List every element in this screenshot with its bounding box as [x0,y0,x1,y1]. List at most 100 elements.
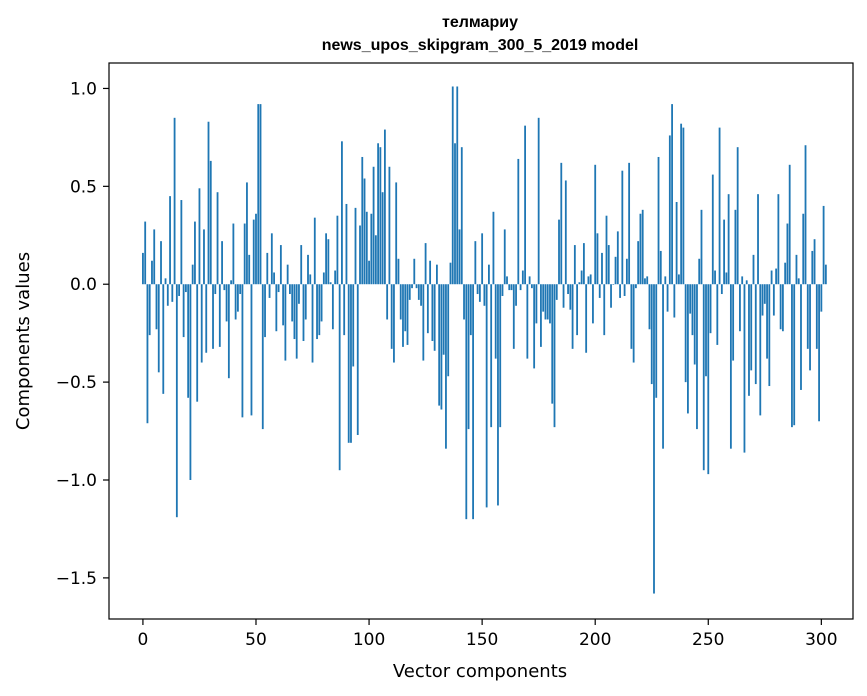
bar-216 [630,284,633,349]
bar-27 [203,229,205,285]
bar-110 [390,284,393,349]
bar-28 [205,284,208,353]
y-axis-label: Components values [13,252,34,430]
bar-247 [700,209,703,285]
bar-133 [442,284,445,355]
bar-202 [598,284,601,298]
bar-280 [775,268,778,285]
bar-195 [582,243,585,285]
bar-295 [809,284,811,371]
bar-292 [802,213,805,285]
bar-37 [225,284,228,322]
bar-170 [526,284,529,359]
bar-249 [705,284,707,377]
bar-137 [451,86,454,285]
bar-128 [431,284,434,341]
bar-98 [363,178,366,285]
bar-261 [732,284,735,361]
bar-99 [365,211,368,285]
bar-252 [711,174,714,285]
bar-248 [702,284,705,471]
bar-143 [465,284,468,520]
bar-285 [786,223,789,285]
bar-91 [347,284,350,443]
bar-73 [307,254,309,285]
bar-26 [200,284,203,363]
bar-3 [148,284,151,336]
bar-201 [596,233,599,285]
bar-58 [273,272,275,285]
bar-233 [668,135,671,285]
bar-260 [729,284,732,449]
bar-184 [558,219,560,285]
bar-268 [748,284,750,396]
bar-24 [196,284,199,402]
bar-70 [300,245,303,285]
bar-130 [436,264,438,285]
bar-90 [345,203,348,285]
bar-199 [592,284,594,324]
bar-289 [795,254,798,285]
bar-213 [623,284,626,296]
bar-192 [576,284,579,336]
bar-229 [659,250,662,285]
bar-145 [469,284,472,336]
bar-74 [309,274,312,285]
bar-180 [549,284,551,324]
bar-205 [605,215,608,285]
bar-140 [458,229,461,285]
bar-62 [282,284,285,326]
bar-89 [343,284,346,336]
bar-113 [397,258,400,285]
bar-131 [438,284,441,406]
y-tick-label: −1.5 [56,569,97,589]
bar-82 [327,239,330,285]
bar-45 [243,223,246,285]
bar-194 [580,270,583,285]
bar-160 [503,229,506,285]
bar-13 [171,284,174,302]
bar-6 [155,284,158,330]
bar-92 [350,284,352,443]
bar-300 [820,284,823,312]
bar-301 [822,205,825,285]
bar-68 [295,284,298,359]
bar-153 [488,264,490,285]
bar-53 [261,284,264,430]
bar-206 [607,245,610,285]
bar-78 [318,284,321,336]
bar-51 [257,104,260,285]
bar-119 [411,284,413,289]
bar-214 [625,258,628,285]
bar-31 [212,284,214,349]
bar-219 [637,241,640,285]
bar-86 [336,215,339,285]
bar-93 [352,284,355,367]
bar-15 [175,284,178,518]
bar-189 [569,284,572,310]
bar-269 [750,284,753,371]
bar-286 [788,164,791,285]
bar-196 [585,284,588,353]
bar-71 [302,284,305,341]
bar-294 [806,284,809,349]
bar-234 [671,104,673,285]
bar-109 [388,166,391,285]
bar-172 [530,284,533,289]
x-tick-label: 150 [466,630,498,650]
bar-186 [562,284,565,308]
bar-79 [320,284,323,322]
bar-67 [293,284,296,340]
bar-207 [610,284,612,308]
plot-area-frame [108,62,854,620]
bar-204 [603,284,606,336]
bar-293 [804,145,807,285]
bar-257 [723,219,726,285]
bar-283 [781,284,784,332]
bar-203 [601,252,603,285]
bar-211 [619,284,621,298]
bar-288 [793,284,796,426]
chart-title-line-2: news_upos_skipgram_300_5_2019 model [322,37,639,54]
bar-35 [221,241,223,285]
bar-14 [173,117,176,285]
